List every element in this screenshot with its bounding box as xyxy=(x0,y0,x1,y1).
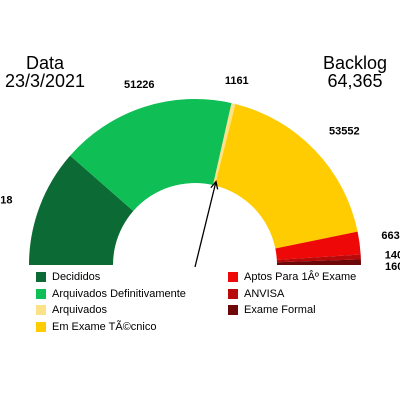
slice-label-arquivados: 1161 xyxy=(225,75,249,87)
gauge-slice-anvisa xyxy=(276,254,361,263)
slice-label-aptos-para-1-exame: 6638 xyxy=(381,230,400,242)
gauge-slice-exame-formal xyxy=(276,259,361,265)
legend-label: Decididos xyxy=(52,271,101,283)
legend-label: Aptos Para 1Âº Exame xyxy=(244,271,357,283)
legend-label: Arquivados xyxy=(52,304,108,316)
legend-swatch xyxy=(36,272,46,282)
backlog-label: Backlog xyxy=(322,53,388,73)
date-block: Data 23/3/2021 xyxy=(4,54,86,90)
legend-item-em-exame-t-cnico: Em Exame TÃ©cnico xyxy=(36,321,157,333)
legend-item-decididos: Decididos xyxy=(36,271,100,283)
gauge-slice-arquivados xyxy=(213,103,236,186)
slice-label-exame-formal: 1605 xyxy=(385,261,400,273)
legend-item-exame-formal: Exame Formal xyxy=(228,304,316,316)
legend-swatch xyxy=(228,272,238,282)
legend-item-arquivados: Arquivados xyxy=(36,304,107,316)
backlog-value: 64,365 xyxy=(327,71,383,91)
legend-swatch xyxy=(36,305,46,315)
legend-swatch xyxy=(36,321,46,332)
date-label: Data xyxy=(25,53,65,73)
gauge-slice-aptos-para-1-exame xyxy=(275,231,361,260)
gauge-slice-em-exame-t-cnico xyxy=(214,104,358,249)
backlog-block: Backlog 64,365 xyxy=(318,54,392,90)
gauge-slice-decididos xyxy=(29,155,134,265)
gauge-slice-arquivados-definitivamente xyxy=(70,99,232,211)
legend-swatch xyxy=(228,305,238,315)
slice-label-arquivados-definitivamente: 51226 xyxy=(124,79,155,91)
slice-label-em-exame-t-cnico: 53552 xyxy=(329,126,360,138)
legend-label: Exame Formal xyxy=(244,304,316,316)
slice-label-decididos: 34318 xyxy=(0,195,13,207)
legend-swatch xyxy=(36,288,46,299)
date-value: 23/3/2021 xyxy=(4,71,86,91)
legend-label: Arquivados Definitivamente xyxy=(52,287,186,300)
legend-item-anvisa: ANVISA xyxy=(228,288,284,300)
legend-swatch xyxy=(228,288,238,299)
needle-line xyxy=(194,181,217,268)
legend-label: ANVISA xyxy=(244,287,285,300)
needle-arrowhead xyxy=(210,180,219,190)
legend-label: Em Exame TÃ©cnico xyxy=(52,320,157,333)
legend-item-aptos-para-1-exame: Aptos Para 1Âº Exame xyxy=(228,271,356,283)
legend-item-arquivados-definitivamente: Arquivados Definitivamente xyxy=(36,288,186,300)
slice-label-anvisa: 1409 xyxy=(385,249,400,261)
